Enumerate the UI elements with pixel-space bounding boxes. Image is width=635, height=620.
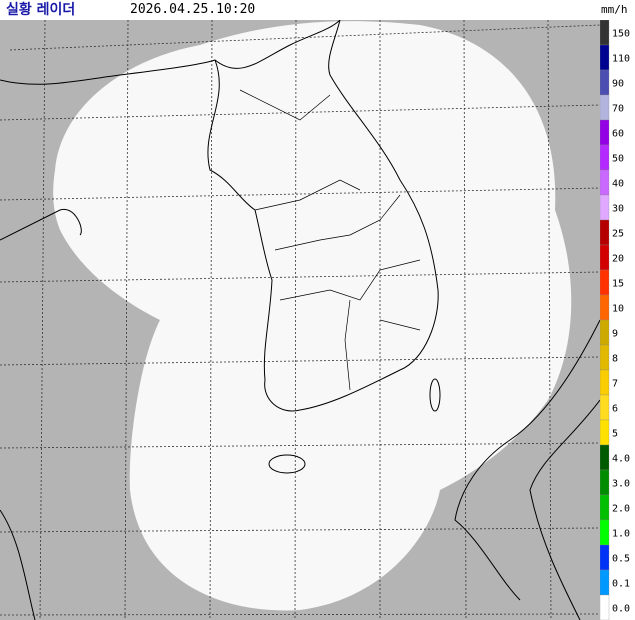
legend-label: 110 [612,54,630,65]
legend-label: 4.0 [612,454,630,465]
legend-swatch [600,519,610,546]
legend-label: 30 [612,204,624,215]
legend-label: 2.0 [612,504,630,515]
provinces [239,89,421,391]
title: 실황 레이더 [6,2,76,18]
timestamp: 2026.04.25.10:20 [130,2,256,17]
legend-label: 150 [612,29,630,40]
radar-map [0,20,600,620]
legend-label: 60 [612,129,624,140]
legend-label: 3.0 [612,479,630,490]
legend-label: 40 [612,179,624,190]
legend-label: 90 [612,79,624,90]
legend-swatch [600,219,610,246]
legend-label: 0.0 [612,604,630,615]
legend-swatch [600,20,610,46]
legend-swatch [600,319,610,346]
legend-label: 10 [612,304,624,315]
legend-swatch [600,344,610,371]
legend-swatch [600,294,610,321]
legend-swatch [600,144,610,171]
legend-swatch [600,544,610,571]
legend-swatch [600,194,610,221]
legend-swatch [600,494,610,521]
legend-swatch [600,469,610,496]
legend-swatch [600,44,610,71]
legend: 150 110 90 70 60 50 40 30 25 20 15 10 9 8 7 6 5 4.0 3.0 2.0… [600,20,630,620]
legend-swatch [600,269,610,296]
legend-swatch [600,119,610,146]
legend-swatch [600,169,610,196]
legend-swatch [600,94,610,121]
legend-swatch [600,594,610,620]
legend-label: 1.0 [612,529,630,540]
legend-label: 9 [612,329,618,340]
legend-label: 7 [612,379,618,390]
unit: mm/h [601,3,628,16]
legend-label: 0.1 [612,579,630,590]
legend-swatch [600,569,610,596]
legend-label: 5 [612,429,618,440]
legend-label: 6 [612,404,618,415]
legend-swatch [600,244,610,271]
legend-label: 0.5 [612,554,630,565]
legend-label: 15 [612,279,624,290]
legend-label: 25 [612,229,624,240]
legend-swatch [600,369,610,396]
legend-swatch [600,394,610,421]
legend-label: 8 [612,354,618,365]
legend-label: 70 [612,104,624,115]
legend-swatch [600,69,610,96]
legend-swatch [600,419,610,446]
legend-label: 50 [612,154,624,165]
legend-swatch [600,444,610,471]
legend-label: 20 [612,254,624,265]
coverage [53,21,572,611]
coastline [0,20,600,620]
